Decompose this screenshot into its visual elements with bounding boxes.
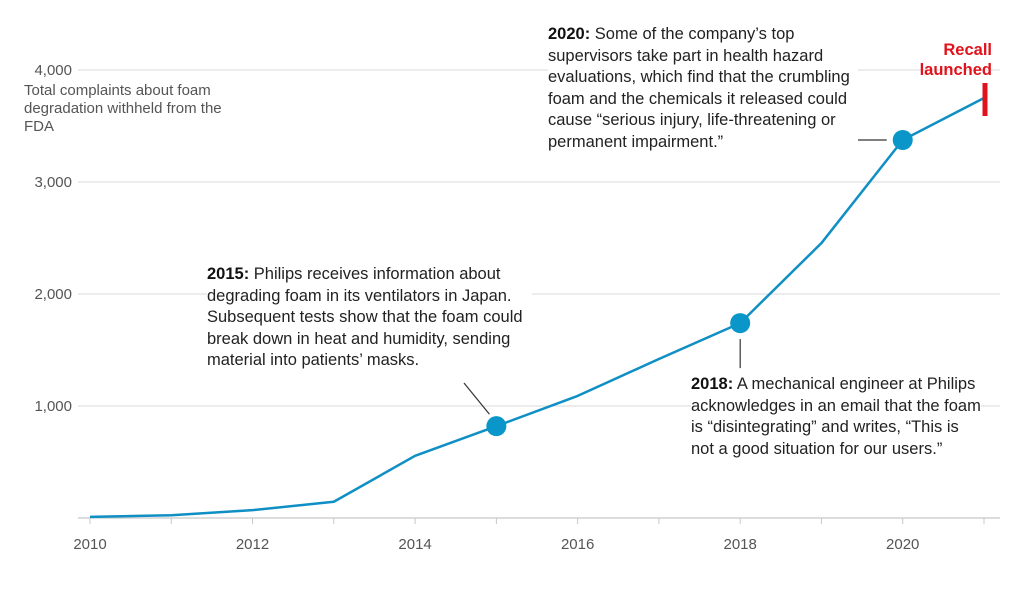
annotation-2020-text: Some of the company’s top supervisors ta… <box>548 25 850 151</box>
y-tick-label: 4,000 <box>34 62 72 79</box>
recall-label: Recall launched <box>920 40 992 80</box>
annotation-2020: 2020: Some of the company’s top supervis… <box>548 24 858 154</box>
x-tick-label: 2014 <box>398 536 431 553</box>
x-tick-label: 2018 <box>723 536 756 553</box>
recall-label-line1: Recall <box>943 41 992 59</box>
marker-2018 <box>730 313 751 334</box>
x-tick-label: 2016 <box>561 536 594 553</box>
marker-2015 <box>486 416 507 437</box>
annotation-2018-lead: 2018: <box>691 375 734 393</box>
x-tick-label: 2020 <box>886 536 919 553</box>
y-tick-label: 2,000 <box>34 286 72 303</box>
recall-label-line2: launched <box>919 61 992 79</box>
y-tick-label: 3,000 <box>34 174 72 191</box>
y-axis-label: Total complaints about foam degradation … <box>24 82 222 135</box>
annotation-2018-text: A mechanical engineer at Philips acknowl… <box>691 375 981 458</box>
annotation-2020-lead: 2020: <box>548 25 591 43</box>
annotation-2018: 2018: A mechanical engineer at Philips a… <box>691 374 981 461</box>
series-line <box>89 96 985 519</box>
marker-2020 <box>892 130 913 150</box>
y-tick-label: 1,000 <box>34 398 72 415</box>
annotation-2015-lead: 2015: <box>207 265 250 283</box>
annotation-2015: 2015: Philips receives information about… <box>207 264 532 372</box>
x-tick-label: 2010 <box>73 536 106 553</box>
annotation-2015-leader <box>463 382 490 415</box>
annotation-2015-text: Philips receives information about degra… <box>207 265 523 370</box>
x-tick-label: 2012 <box>236 536 269 553</box>
